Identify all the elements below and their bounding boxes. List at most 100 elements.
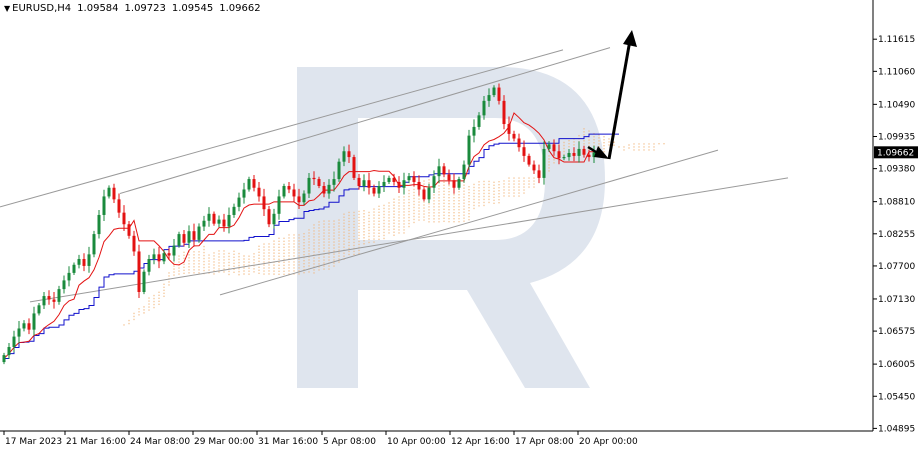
- candle: [72, 262, 76, 275]
- candle: [452, 173, 456, 194]
- candle: [327, 179, 331, 199]
- candle: [312, 171, 316, 186]
- down-arrow-head: [594, 146, 609, 159]
- candle: [567, 148, 571, 161]
- x-tick-label: 17 Apr 08:00: [515, 437, 574, 447]
- candle: [557, 144, 561, 165]
- candle: [287, 181, 291, 194]
- candle: [377, 181, 381, 198]
- up-arrow-head: [623, 30, 637, 47]
- y-tick-label: 1.10490: [878, 100, 915, 110]
- kijun-sen-line: [4, 133, 619, 359]
- high-value: 1.09723: [124, 3, 166, 14]
- candle: [492, 85, 496, 98]
- candle: [447, 169, 451, 185]
- candle: [262, 188, 266, 216]
- y-tick-label: 1.08255: [878, 230, 915, 240]
- symbol-label: EURUSD,H4: [12, 3, 72, 14]
- candle: [497, 83, 501, 105]
- candle: [117, 193, 121, 218]
- x-tick-label: 20 Apr 00:00: [579, 437, 638, 447]
- candle: [502, 95, 506, 130]
- candle: [332, 171, 336, 192]
- candle: [382, 175, 386, 193]
- candle: [407, 172, 411, 184]
- collapse-triangle-icon[interactable]: ▼: [4, 4, 11, 13]
- channel-upper-line: [0, 49, 564, 208]
- candle: [152, 248, 156, 265]
- candle: [347, 144, 351, 164]
- candle: [162, 250, 166, 265]
- x-tick-label: 12 Apr 16:00: [451, 437, 510, 447]
- candle: [392, 173, 396, 186]
- candle: [417, 175, 421, 196]
- candle: [542, 141, 546, 185]
- candle: [82, 253, 86, 272]
- forecast-arrows: [587, 30, 637, 160]
- candle: [77, 254, 81, 269]
- open-value: 1.09584: [77, 3, 119, 14]
- candle: [62, 275, 66, 294]
- candle: [367, 172, 371, 195]
- trend-channel: [0, 47, 789, 303]
- x-tick-label: 21 Mar 16:00: [66, 437, 126, 447]
- y-tick-label: 1.06575: [878, 327, 915, 337]
- candle: [127, 221, 131, 239]
- candle: [137, 244, 141, 298]
- candle: [252, 175, 256, 192]
- x-tick-label: 17 Mar 2023: [5, 437, 62, 447]
- candle: [37, 303, 41, 316]
- candle: [172, 239, 176, 262]
- x-tick-label: 5 Apr 08:00: [323, 437, 376, 447]
- candle: [97, 210, 101, 239]
- candle: [67, 266, 71, 287]
- y-tick-label: 1.08810: [878, 198, 915, 208]
- candle: [372, 184, 376, 197]
- y-tick-label: 1.11060: [878, 67, 915, 77]
- candle: [552, 139, 556, 156]
- candle: [427, 183, 431, 203]
- up-arrow-shaft: [607, 39, 632, 160]
- candle: [487, 88, 491, 107]
- candlesticks: [2, 83, 596, 365]
- y-tick-label: 1.04895: [878, 424, 915, 434]
- candle: [432, 170, 436, 193]
- candle: [537, 164, 541, 184]
- candle: [337, 158, 341, 182]
- candle: [467, 129, 471, 170]
- candle: [192, 223, 196, 247]
- candle: [517, 133, 521, 152]
- candle: [272, 208, 276, 229]
- candle: [107, 185, 111, 199]
- candle: [532, 160, 536, 175]
- candle: [242, 182, 246, 204]
- candle: [527, 153, 531, 167]
- candle: [412, 171, 416, 187]
- y-tick-label: 1.07130: [878, 295, 915, 305]
- low-value: 1.09545: [171, 3, 214, 14]
- candle: [47, 290, 51, 305]
- ichimoku-cloud: [123, 128, 665, 326]
- y-tick-label: 1.05450: [878, 392, 915, 402]
- candle: [232, 203, 236, 218]
- current-price-box: [874, 146, 918, 159]
- candle: [112, 183, 116, 203]
- candle: [357, 173, 361, 190]
- candle: [512, 130, 516, 142]
- candle: [317, 176, 321, 189]
- candle: [197, 223, 201, 243]
- y-tick-label: 1.11615: [878, 35, 915, 45]
- x-tick-label: 29 Mar 00:00: [194, 437, 254, 447]
- candle: [297, 188, 301, 210]
- candle: [352, 154, 356, 180]
- y-tick-label: 1.06005: [878, 360, 915, 370]
- candle: [177, 231, 181, 248]
- candle: [212, 211, 216, 226]
- candle: [42, 292, 46, 309]
- candle: [187, 225, 191, 248]
- candle: [342, 146, 346, 167]
- candle: [7, 342, 11, 359]
- candle: [582, 145, 586, 158]
